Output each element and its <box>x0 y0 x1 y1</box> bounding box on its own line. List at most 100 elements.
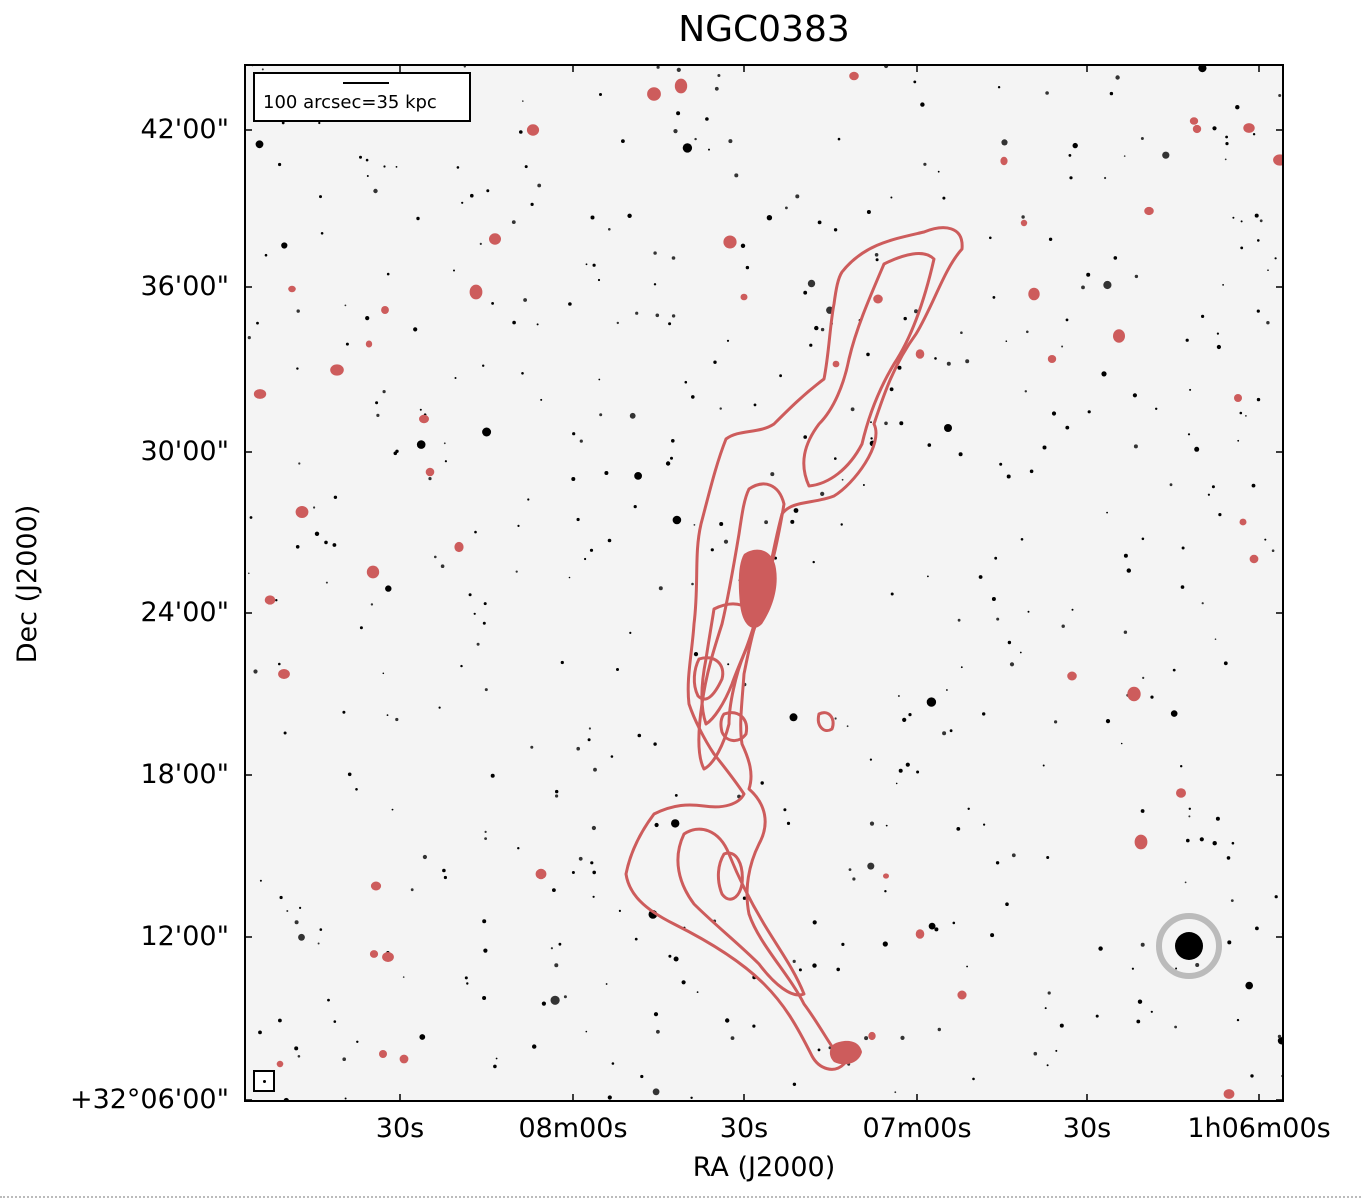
star <box>382 672 385 675</box>
star <box>752 1024 756 1028</box>
star <box>344 1097 347 1100</box>
star <box>1181 546 1185 550</box>
star <box>344 304 347 307</box>
star <box>890 196 893 199</box>
star <box>1087 410 1091 414</box>
star <box>694 137 697 141</box>
radio-source <box>873 294 883 304</box>
star <box>552 888 556 892</box>
radio-source <box>264 595 276 605</box>
star <box>627 213 632 218</box>
star <box>670 456 673 460</box>
star <box>1101 371 1107 377</box>
star <box>753 403 757 407</box>
star <box>599 93 602 96</box>
outer-contour <box>624 226 964 1071</box>
star <box>519 130 523 134</box>
star <box>258 1030 262 1035</box>
star <box>903 316 907 321</box>
star <box>1098 946 1103 951</box>
star <box>852 877 856 881</box>
star <box>997 86 1001 89</box>
star <box>635 311 639 315</box>
star <box>956 827 961 831</box>
star <box>610 755 614 758</box>
radio-source <box>883 873 889 879</box>
star <box>946 361 951 366</box>
scale-bar-label: 100 arcsec=35 kpc <box>263 92 437 113</box>
star <box>1001 139 1008 146</box>
star <box>629 412 636 419</box>
star <box>366 175 369 177</box>
star <box>637 733 642 738</box>
star <box>895 782 898 785</box>
star <box>607 538 612 543</box>
star <box>296 309 300 313</box>
star <box>314 531 320 536</box>
star <box>1186 838 1190 843</box>
star <box>676 67 681 72</box>
star <box>634 472 642 480</box>
star <box>332 543 337 547</box>
star <box>656 1029 660 1034</box>
axes-frame <box>244 64 1284 1102</box>
star <box>482 996 487 1000</box>
star <box>834 717 837 720</box>
star <box>1184 881 1187 884</box>
star <box>333 1020 337 1023</box>
star <box>1201 314 1205 318</box>
star <box>1232 216 1235 219</box>
star <box>259 879 262 882</box>
star <box>952 921 956 925</box>
star <box>850 407 855 412</box>
star <box>727 663 730 666</box>
star <box>633 505 637 509</box>
star <box>571 477 576 481</box>
star <box>468 593 472 597</box>
star <box>440 564 445 568</box>
star <box>1020 538 1024 541</box>
star <box>1046 1064 1049 1067</box>
y-tick-label: 42'00" <box>140 114 229 145</box>
radio-source <box>849 71 859 81</box>
star <box>817 220 822 225</box>
star <box>1235 105 1240 110</box>
star <box>668 322 672 326</box>
star <box>1251 483 1256 488</box>
x-tick-label: 08m00s <box>518 1113 628 1144</box>
star <box>725 1018 730 1023</box>
radio-source <box>399 1054 409 1064</box>
star <box>255 140 264 149</box>
y-tick-label: +32°06'00" <box>69 1084 229 1115</box>
star <box>592 263 596 267</box>
star <box>495 1057 498 1060</box>
star <box>550 995 560 1005</box>
radio-source <box>1192 124 1202 134</box>
star <box>1212 126 1217 131</box>
star <box>585 1030 588 1033</box>
star <box>1277 1034 1282 1039</box>
radio-source <box>1067 671 1077 681</box>
star <box>382 390 386 394</box>
star <box>327 998 330 1002</box>
star <box>846 725 849 728</box>
star <box>742 896 747 900</box>
radio-source <box>1243 123 1255 133</box>
star <box>1199 837 1204 842</box>
star <box>550 947 553 950</box>
star <box>693 652 699 657</box>
star <box>840 523 843 526</box>
star <box>527 498 530 501</box>
star <box>1046 856 1050 859</box>
star <box>555 794 559 798</box>
star <box>934 927 939 932</box>
star <box>1055 1049 1058 1052</box>
star <box>674 794 678 797</box>
star <box>456 166 460 169</box>
star <box>1189 388 1192 391</box>
star <box>438 706 441 709</box>
star <box>537 183 542 188</box>
radio-source <box>253 389 267 399</box>
radio-source <box>370 881 382 891</box>
star <box>1222 284 1224 286</box>
